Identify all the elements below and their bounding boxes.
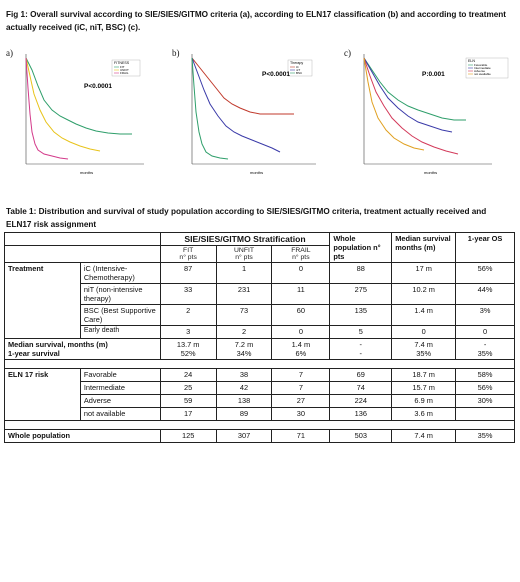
row-label: not available: [79, 407, 161, 421]
km-curve-favorable: [363, 57, 466, 121]
row-label: Early death: [79, 325, 161, 339]
table-row: Early death 3 2 0 5 0 0: [5, 325, 515, 339]
table-row: Intermediate 25 42 7 74 15.7 m 56%: [5, 381, 515, 395]
km-curve-frail: [25, 57, 69, 160]
legend-title-b: Therapy: [290, 61, 303, 65]
xlabel-b: months: [250, 170, 263, 175]
header-oneyear: 1-year OS: [455, 232, 515, 263]
km-panel-c: c) ELN Favorable Intermediate Adverse no…: [342, 48, 512, 178]
legend-item-fit: FIT: [120, 65, 125, 69]
table-row: not available 17 89 30 136 3.6 m: [5, 407, 515, 421]
km-curve-bsc: [191, 57, 229, 160]
xlabel-c: months: [424, 170, 437, 175]
km-curve-not-available: [363, 57, 425, 151]
row-label: iC (Intensive-Chemotherapy): [79, 262, 161, 284]
km-chart-a: FITNESS FIT UNFIT FRAIL P<0.0001 months: [25, 54, 144, 175]
eln-group-label: ELN 17 risk: [4, 368, 81, 421]
table-row: Treatment iC (Intensive-Chemotherapy) 87…: [4, 262, 515, 339]
legend-title-c: ELN: [468, 59, 475, 63]
legend-item-not-available: not available: [474, 72, 491, 76]
row-label: Adverse: [79, 394, 161, 408]
header-frail: FRAIL n° pts: [271, 245, 331, 263]
legend-item-favorable: Favorable: [474, 63, 488, 67]
survival-table: SIE/SIES/GITMO Stratification Whole popu…: [4, 232, 515, 443]
legend-item-nit: niT: [296, 68, 300, 72]
treatment-group-label: Treatment: [4, 262, 81, 339]
header-unfit: UNFIT n° pts: [215, 245, 273, 263]
row-label: Intermediate: [79, 381, 161, 395]
panel-label-b: b): [172, 48, 180, 58]
panel-label-a: a): [6, 48, 13, 58]
pvalue-b: P<0.0001: [262, 71, 290, 78]
pvalue-c: P:0.001: [422, 71, 445, 78]
km-curve-adverse: [363, 57, 459, 155]
panel-label-c: c): [344, 48, 351, 58]
spacer-row: [4, 420, 515, 430]
km-curve-nit: [191, 57, 281, 153]
header-row: SIE/SIES/GITMO Stratification Whole popu…: [4, 232, 515, 263]
table-row: niT (non-intensive therapy) 33 231 11 27…: [5, 283, 515, 305]
header-median: Median survival months (m): [391, 232, 457, 263]
km-curve-ic: [191, 57, 294, 115]
figure-caption: Fig 1: Overall survival according to SIE…: [6, 10, 507, 32]
header-fit: FIT n° pts: [159, 245, 217, 263]
table-row: ELN 17 risk Favorable 24 38 7 69 18.7 m …: [4, 368, 515, 421]
km-curve-fit: [25, 57, 132, 135]
legend-title-a: FITNESS: [114, 61, 130, 65]
header-whole: Whole population n° pts: [329, 232, 393, 263]
legend-item-bsc: BSC: [296, 71, 303, 75]
km-curve-intermediate: [363, 57, 453, 133]
km-panel-a: a) FITNESS FIT UNFIT FRAIL P<0.0001 mont…: [4, 48, 164, 178]
median-survival-row: Median survival, months (m) 1-year surviv…: [4, 338, 515, 360]
header-stratification: SIE/SIES/GITMO Stratification: [159, 232, 331, 246]
km-panel-b: b) Therapy iC niT BSC P<0.0001 months: [170, 48, 335, 178]
xlabel-a: months: [80, 170, 93, 175]
legend-item-frail: FRAIL: [120, 71, 129, 75]
row-label: niT (non-intensive therapy): [79, 283, 161, 305]
whole-population-row: Whole population 125 307 71 503 7.4 m 35…: [4, 429, 515, 443]
table-row: Adverse 59 138 27 224 6.9 m 30%: [5, 394, 515, 408]
subheader-row: FIT n° pts UNFIT n° pts FRAIL n° pts: [4, 245, 515, 263]
legend-item-intermediate: Intermediate: [474, 66, 491, 70]
km-chart-c: ELN Favorable Intermediate Adverse not a…: [363, 54, 509, 175]
km-curve-unfit: [25, 57, 101, 152]
row-label: Favorable: [79, 368, 161, 382]
table-row: BSC (Best Supportive Care) 2 73 60 135 1…: [5, 304, 515, 326]
legend-item-unfit: UNFIT: [120, 68, 129, 72]
table-caption: Table 1: Distribution and survival of st…: [6, 207, 487, 229]
km-chart-b: Therapy iC niT BSC P<0.0001 months: [191, 54, 316, 175]
pvalue-a: P<0.0001: [84, 83, 112, 90]
row-label: BSC (Best Supportive Care): [79, 304, 161, 326]
spacer-row: [4, 359, 515, 369]
legend-item-ic: iC: [296, 65, 300, 69]
legend-item-adverse: Adverse: [474, 69, 485, 73]
